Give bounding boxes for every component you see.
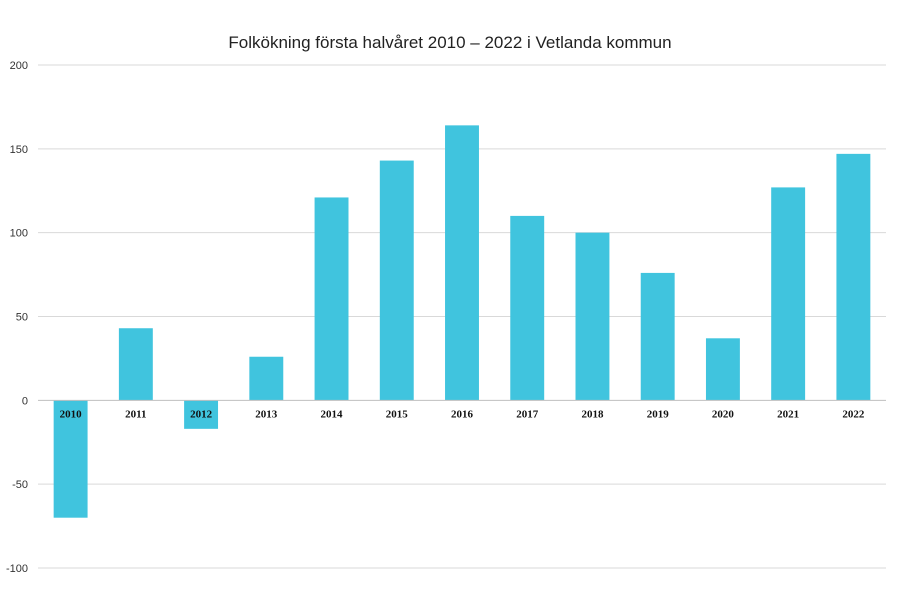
x-tick-label: 2017: [516, 408, 539, 420]
y-tick-label: -50: [12, 479, 28, 491]
bar-2021: [771, 187, 806, 401]
x-tick-label: 2012: [190, 408, 213, 420]
y-tick-label: -100: [6, 563, 28, 575]
x-tick-label: 2015: [386, 408, 409, 420]
x-tick-label: 2019: [647, 408, 670, 420]
x-axis-ticks: 2010 2011 2012 2013 2014 2015 2016 2017 2018 2019…: [60, 408, 865, 420]
x-tick-label: 2011: [125, 408, 146, 420]
x-tick-label: 2013: [255, 408, 278, 420]
bar-2015: [379, 160, 414, 401]
bar-2018: [575, 232, 610, 401]
bar-2020: [705, 338, 740, 401]
bar-2012: [184, 400, 219, 429]
x-tick-label: 2021: [777, 408, 799, 420]
bar-2017: [510, 215, 545, 401]
y-tick-label: 50: [16, 312, 28, 324]
chart-title: Folkökning första halvåret 2010 – 2022 i…: [228, 33, 671, 52]
x-tick-label: 2020: [712, 408, 735, 420]
x-tick-label: 2018: [581, 408, 604, 420]
y-tick-label: 0: [22, 395, 28, 407]
y-tick-label: 100: [10, 228, 28, 240]
bar-2013: [249, 356, 284, 401]
bar-2016: [445, 125, 479, 401]
bar-2019: [640, 272, 675, 401]
x-tick-label: 2010: [60, 408, 83, 420]
bars: [53, 125, 871, 518]
bar-2022: [836, 153, 871, 401]
y-tick-label: 200: [10, 60, 28, 72]
y-tick-label: 150: [10, 144, 28, 156]
x-tick-label: 2022: [842, 408, 865, 420]
y-axis-ticks: 200 150 100 50 0 -50 -100: [6, 60, 28, 575]
bar-2014: [314, 197, 349, 401]
x-tick-label: 2014: [321, 408, 344, 420]
x-tick-label: 2016: [451, 408, 474, 420]
bar-2011: [118, 328, 153, 401]
bar-2010: [53, 400, 88, 518]
